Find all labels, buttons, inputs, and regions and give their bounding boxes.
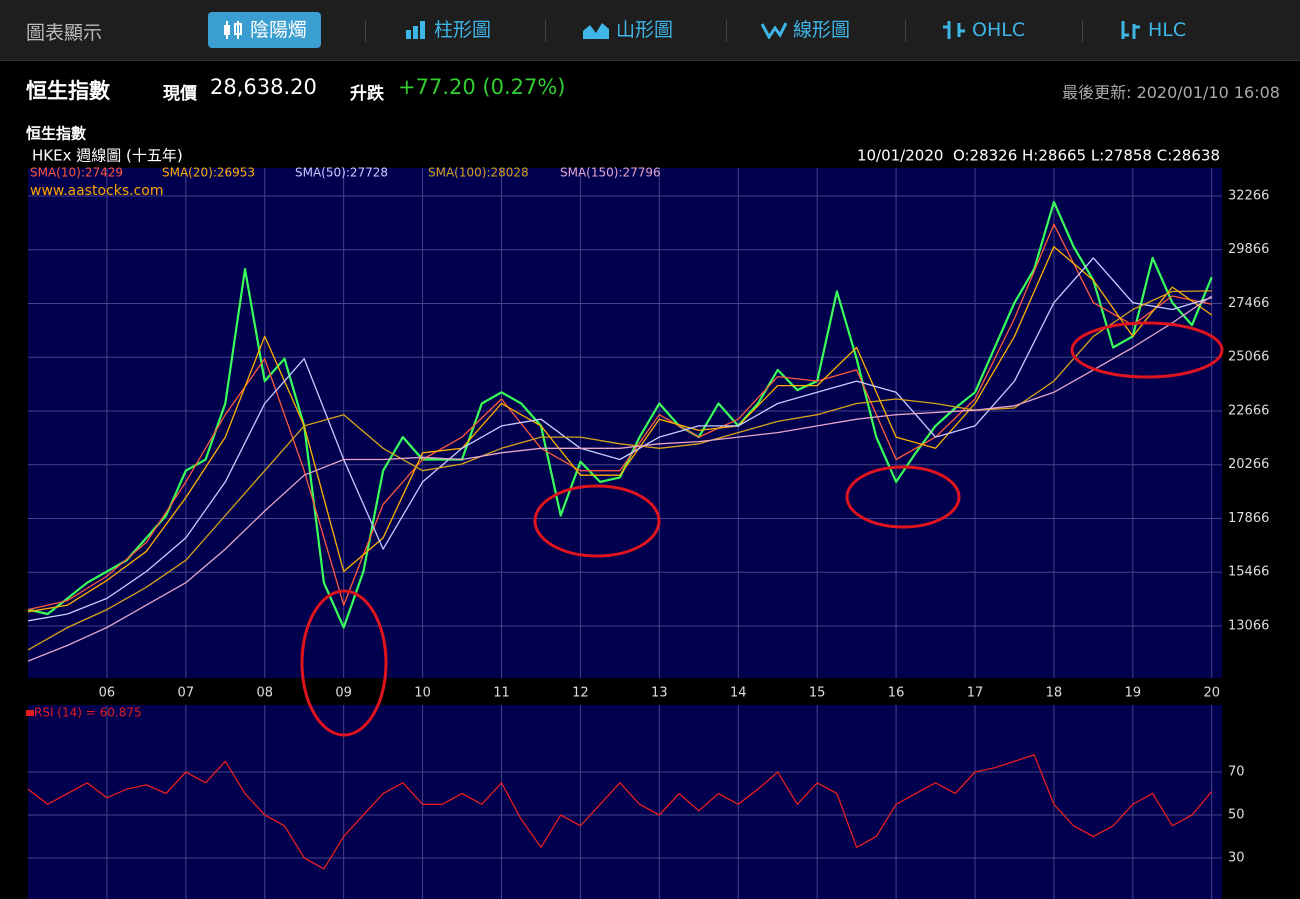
tab[interactable]: 柱形圖 (390, 12, 505, 48)
watermark: www.aastocks.com (30, 183, 163, 199)
nav-bar: 圖表顯示 陰陽燭 柱形圖 山形圖 線形圖 OHLC HLC (0, 0, 1300, 61)
separator (1082, 20, 1083, 42)
x-tick-label: 06 (99, 686, 116, 701)
legend-entry: SMA(10):27429 (30, 166, 123, 180)
y-tick-label: 32266 (1228, 188, 1269, 203)
legend-entry: SMA(50):27728 (295, 166, 388, 180)
x-tick-label: 18 (1046, 686, 1063, 701)
y-tick-label: 29866 (1228, 242, 1269, 257)
x-tick-label: 07 (178, 686, 195, 701)
y-tick-label: 70 (1228, 765, 1245, 780)
y-tick-label: 50 (1228, 808, 1245, 823)
x-tick-label: 12 (572, 686, 589, 701)
tab[interactable]: OHLC (928, 12, 1039, 48)
highlight-ellipse (845, 465, 961, 529)
x-tick-label: 17 (967, 686, 984, 701)
separator (905, 20, 906, 42)
separator (726, 20, 727, 42)
chart-title: 恒生指數 (26, 125, 87, 143)
x-tick-label: 09 (335, 686, 352, 701)
hlc-icon (1121, 21, 1140, 39)
ohlc-info: 10/01/2020 O:28326 H:28665 L:27858 C:286… (857, 147, 1220, 165)
y-tick-label: 22666 (1228, 403, 1269, 418)
y-tick-label: 30 (1228, 851, 1245, 866)
price: 28,638.20 (210, 75, 317, 99)
change: +77.20 (0.27%) (398, 75, 566, 99)
legend-entry: SMA(150):27796 (560, 166, 661, 180)
x-tick-label: 13 (651, 686, 668, 701)
highlight-ellipse (300, 589, 388, 737)
separator (545, 20, 546, 42)
series-line (27, 257, 1212, 622)
legend-entry: SMA(20):26953 (162, 166, 255, 180)
tab[interactable]: HLC (1104, 12, 1200, 48)
plot-background (28, 168, 1222, 678)
series-line (27, 295, 1213, 662)
candle-icon (224, 21, 242, 39)
quote-header: 恒生指數 現價 28,638.20 升跌 +77.20 (0.27%) 最後更新… (0, 60, 1300, 120)
x-tick-label: 11 (493, 686, 510, 701)
x-tick-label: 14 (730, 686, 747, 701)
x-tick-label: 19 (1125, 686, 1142, 701)
change-label: 升跌 (350, 84, 384, 104)
tab-text: 柱形圖 (434, 19, 492, 41)
tab-text: 線形圖 (793, 19, 851, 41)
y-tick-label: 25066 (1228, 350, 1269, 365)
tab-text: 山形圖 (616, 19, 674, 41)
price-label: 現價 (163, 84, 197, 104)
y-tick-label: 13066 (1228, 618, 1269, 633)
x-tick-label: 20 (1203, 686, 1220, 701)
plot-background (28, 705, 1222, 899)
y-tick-label: 27466 (1228, 296, 1269, 311)
highlight-ellipse (1070, 321, 1224, 379)
ohlc-icon (943, 21, 965, 39)
price-line (27, 200, 1213, 629)
line-icon (760, 22, 788, 40)
tab-text: 陰陽燭 (250, 19, 308, 41)
nav-label: 圖表顯示 (26, 22, 103, 44)
legend-entry: SMA(100):28028 (428, 166, 529, 180)
last-updated: 最後更新: 2020/01/10 16:08 (1062, 83, 1280, 102)
x-tick-label: 10 (414, 686, 431, 701)
chart-subtitle: HKEx 週線圖 (十五年) (32, 147, 183, 165)
tab-text: OHLC (972, 19, 1026, 41)
bar-icon (406, 21, 425, 39)
tab-text: HLC (1148, 19, 1187, 41)
separator (365, 20, 366, 42)
tab[interactable]: 山形圖 (568, 12, 687, 48)
series-line (27, 754, 1213, 870)
highlight-ellipse (533, 484, 661, 558)
x-tick-label: 08 (256, 686, 273, 701)
legend-swatch (26, 710, 34, 716)
series-line (27, 290, 1212, 651)
y-tick-label: 17866 (1228, 511, 1269, 526)
legend-entry: RSI (14) = 60.875 (34, 706, 142, 720)
index-name: 恒生指數 (26, 79, 110, 103)
tab[interactable]: 線形圖 (747, 12, 864, 48)
series-line (27, 246, 1213, 613)
x-tick-label: 15 (809, 686, 826, 701)
y-tick-label: 15466 (1228, 565, 1269, 580)
area-icon (583, 23, 609, 39)
y-tick-label: 20266 (1228, 457, 1269, 472)
x-tick-label: 16 (888, 686, 905, 701)
series-line (27, 223, 1212, 611)
tab[interactable]: 陰陽燭 (208, 12, 322, 48)
